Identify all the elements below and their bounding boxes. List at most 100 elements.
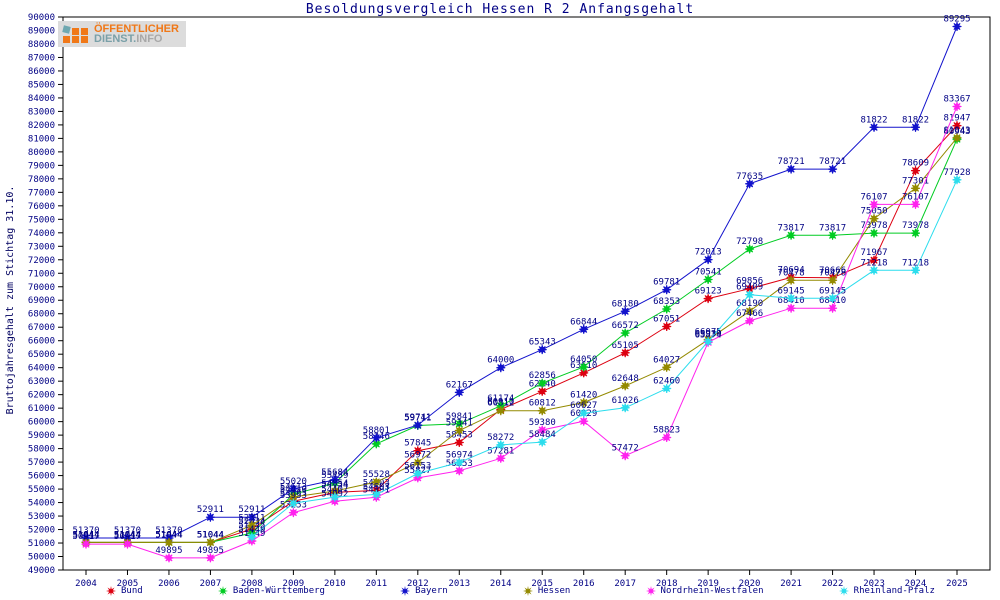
y-tick-label: 53000	[28, 512, 55, 522]
point-label: 58823	[653, 426, 680, 436]
data-point	[371, 439, 381, 449]
point-label: 51370	[155, 526, 182, 536]
x-tick-label: 2015	[531, 579, 553, 589]
series-marker-icon	[522, 586, 533, 596]
data-point	[910, 199, 921, 209]
data-point	[413, 420, 423, 430]
data-point	[579, 362, 589, 372]
data-point	[205, 553, 215, 563]
data-point	[247, 532, 257, 542]
y-tick-label: 52000	[28, 526, 55, 536]
data-point	[952, 21, 962, 32]
point-label: 65105	[612, 341, 639, 351]
data-point	[786, 275, 796, 285]
point-label: 80943	[943, 127, 970, 137]
point-label: 56972	[404, 450, 431, 460]
y-tick-label: 88000	[28, 40, 55, 50]
data-point	[579, 408, 589, 418]
data-point	[81, 539, 91, 549]
y-tick-label: 64000	[28, 364, 55, 374]
plot-border	[62, 16, 991, 571]
data-point	[703, 294, 713, 304]
point-label: 64050	[570, 355, 597, 365]
data-point	[910, 228, 921, 238]
data-point	[910, 265, 921, 275]
y-tick-label: 71000	[28, 269, 55, 279]
data-point	[579, 368, 589, 378]
point-label: 52911	[197, 505, 224, 515]
y-tick-label: 51000	[28, 539, 55, 549]
data-point	[537, 406, 547, 416]
point-label: 51044	[155, 530, 182, 540]
data-point	[247, 520, 257, 530]
series-line	[86, 137, 958, 543]
point-label: 69123	[695, 287, 722, 297]
series-marker-shape	[645, 586, 656, 596]
data-point	[371, 489, 381, 499]
point-label: 67051	[653, 315, 680, 325]
y-tick-label: 73000	[28, 242, 55, 252]
legend-label: Hessen	[537, 586, 571, 596]
x-tick-label: 2024	[905, 579, 927, 589]
data-point	[537, 386, 547, 396]
point-label: 61026	[612, 396, 639, 406]
data-point	[454, 457, 464, 467]
series-bund: 5104451044510445104452034541035475454903…	[72, 114, 971, 547]
point-label: 71218	[902, 258, 929, 268]
data-point	[662, 304, 672, 314]
data-point	[786, 230, 796, 240]
series-line	[251, 179, 958, 538]
y-tick-label: 69000	[28, 296, 55, 306]
point-label: 51370	[114, 526, 141, 536]
point-label: 57845	[404, 439, 431, 449]
data-point	[247, 512, 257, 522]
site-logo[interactable]: ÖFFENTLICHER DIENST.INFO	[58, 21, 186, 47]
data-point	[205, 512, 215, 522]
point-label: 65343	[529, 338, 556, 348]
series-bayern: 51370 51370 51370 52911 52911 55020 55684 58801…	[72, 15, 971, 543]
point-label: 69781	[653, 278, 680, 288]
data-point	[952, 101, 962, 112]
point-label: 70478	[819, 268, 846, 278]
data-point	[745, 306, 755, 316]
point-label: 78721	[819, 157, 846, 167]
point-label: 65874	[695, 330, 722, 340]
data-point	[662, 285, 672, 295]
point-label: 49895	[155, 546, 182, 556]
point-label: 89295	[943, 15, 970, 25]
point-label: 69409	[736, 283, 763, 293]
data-point	[662, 321, 672, 332]
y-tick-label: 72000	[28, 256, 55, 266]
y-tick-label: 50000	[28, 553, 55, 563]
logo-text-dienst: DIENST.	[94, 33, 137, 45]
y-tick-label: 89000	[28, 26, 55, 36]
y-tick-label: 76000	[28, 202, 55, 212]
point-label: 56974	[446, 450, 473, 460]
point-label: 58272	[487, 433, 514, 443]
x-tick-label: 2019	[697, 579, 719, 589]
data-point	[745, 244, 755, 254]
point-label: 66075	[695, 328, 722, 338]
chart-title: Besoldungsvergleich Hessen R 2 Anfangsge…	[305, 2, 695, 17]
data-point	[910, 122, 921, 132]
x-tick-label: 2006	[158, 579, 180, 589]
point-label: 51044	[114, 530, 141, 540]
data-point	[662, 362, 672, 372]
y-tick-label: 49000	[28, 566, 55, 576]
point-label: 75050	[861, 207, 888, 217]
data-point	[579, 397, 589, 408]
point-label: 49895	[197, 546, 224, 556]
legend-label: Nordrhein-Westfalen	[660, 586, 764, 596]
data-point	[869, 265, 879, 275]
data-point	[454, 425, 464, 436]
y-tick-label: 70000	[28, 283, 55, 293]
point-label: 77928	[943, 168, 970, 178]
point-label: 70478	[778, 268, 805, 278]
y-tick-label: 80000	[28, 148, 55, 158]
x-tick-label: 2016	[573, 579, 595, 589]
x-tick-label: 2017	[614, 579, 636, 589]
point-label: 83367	[943, 94, 970, 104]
data-point	[620, 328, 630, 338]
x-tick-label: 2010	[324, 579, 346, 589]
point-label: 50917	[114, 532, 141, 542]
